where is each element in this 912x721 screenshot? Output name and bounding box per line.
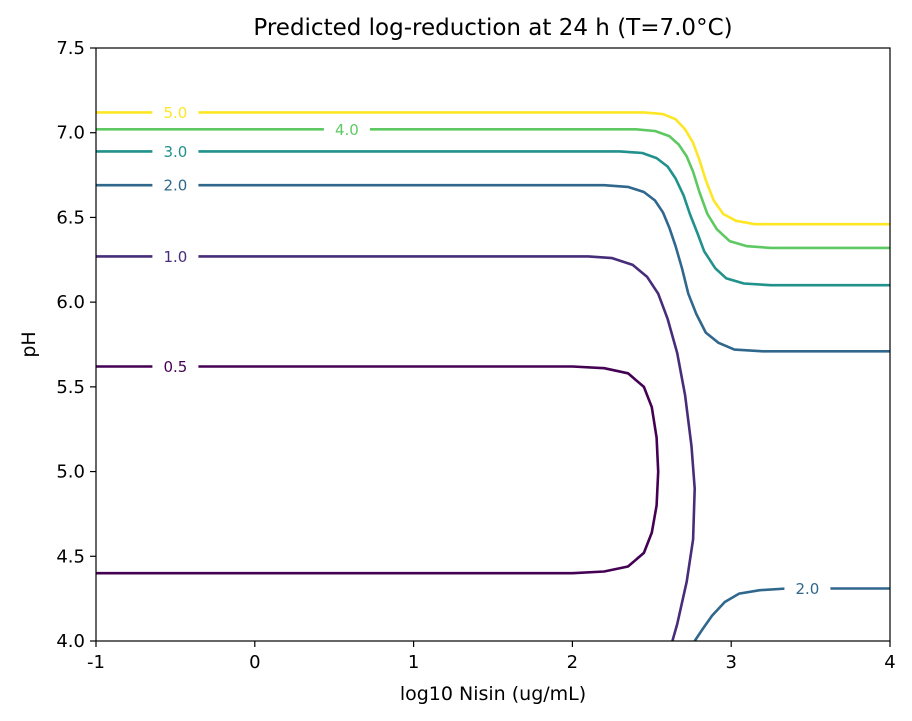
x-tick-label: 1 <box>408 652 419 673</box>
y-tick-label: 7.0 <box>56 123 85 144</box>
axes: -1 0 1 2 3 4 4.0 4.5 5.0 5.5 6.0 6.5 7.0 7.5 <box>56 38 895 673</box>
contour-label: 4.0 <box>335 121 359 139</box>
y-tick-label: 7.5 <box>56 38 85 59</box>
y-tick-label: 6.5 <box>56 207 85 228</box>
y-tick-label: 6.0 <box>56 292 85 313</box>
y-axis-label: pH <box>18 331 40 357</box>
contour-label: 2.0 <box>163 177 187 195</box>
contour-lines: 0.5 1.0 2.0 2.0 3.0 4.0 5.0 <box>96 104 890 641</box>
y-tick-label: 4.0 <box>56 631 85 652</box>
y-tick-label: 5.5 <box>56 377 85 398</box>
contour-label: 0.5 <box>163 358 187 376</box>
contour-label: 2.0 <box>795 580 819 598</box>
contour-line-2-0 <box>96 183 890 353</box>
y-tick-label: 5.0 <box>56 462 85 483</box>
plot-frame <box>95 47 891 642</box>
contour-label: 3.0 <box>163 143 187 161</box>
contour-line-4-0 <box>96 128 890 250</box>
y-tick-label: 4.5 <box>56 546 85 567</box>
contour-label: 1.0 <box>163 248 187 266</box>
contour-line-3-0 <box>96 150 890 287</box>
x-tick-label: 3 <box>725 652 736 673</box>
x-axis-label: log10 Nisin (ug/mL) <box>400 683 586 705</box>
contour-label: 5.0 <box>163 104 187 122</box>
contour-line-1-0 <box>96 255 696 641</box>
x-tick-label: 4 <box>884 652 895 673</box>
x-tick-label: 2 <box>567 652 578 673</box>
x-tick-label: -1 <box>87 652 105 673</box>
contour-line-2-0 <box>693 587 890 641</box>
x-tick-label: 0 <box>249 652 260 673</box>
contour-line-5-0 <box>96 111 890 226</box>
contour-line-0-5 <box>96 365 660 575</box>
chart-title: Predicted log-reduction at 24 h (T=7.0°C… <box>253 15 732 41</box>
